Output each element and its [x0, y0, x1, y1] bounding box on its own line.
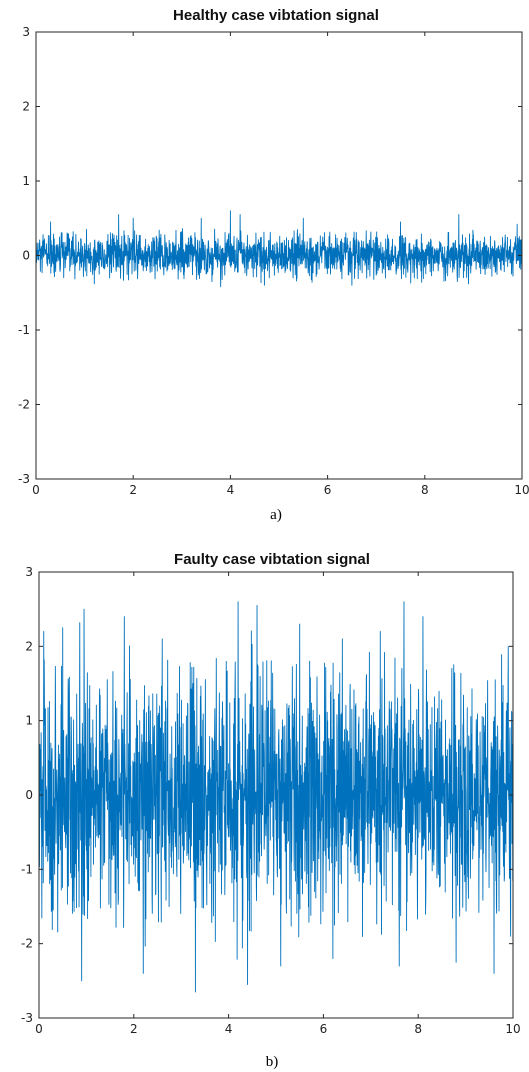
x-tick-label: 2 [129, 483, 137, 497]
y-tick-label: 3 [25, 565, 33, 579]
y-tick-label: -3 [21, 1011, 33, 1025]
chart-healthy: Healthy case vibtation signal 0 2 4 6 8 10321… [18, 7, 529, 523]
chart-title: Healthy case vibtation signal [173, 7, 379, 24]
y-tick-label: -3 [18, 472, 30, 486]
x-tick-label: 6 [320, 1022, 328, 1036]
y-tick-label: -2 [18, 398, 30, 412]
chart-title: Faulty case vibtation signal [174, 551, 370, 568]
y-tick-label: -2 [21, 937, 33, 951]
x-tick-label: 10 [514, 483, 529, 497]
x-tick-label: 4 [227, 483, 235, 497]
y-tick-label: 0 [25, 788, 33, 802]
x-tick-label: 2 [130, 1022, 138, 1036]
x-tick-label: 8 [414, 1022, 422, 1036]
y-tick-label: 0 [22, 249, 30, 263]
x-tick-label: 8 [421, 483, 429, 497]
x-tick-label: 6 [324, 483, 332, 497]
x-tick-label: 0 [32, 483, 40, 497]
y-tick-label: 1 [22, 174, 30, 188]
signal-line [35, 210, 523, 288]
y-tick-label: 1 [25, 714, 33, 728]
signal-line [38, 601, 514, 993]
y-tick-label: 2 [22, 100, 30, 114]
x-tick-label: 4 [225, 1022, 233, 1036]
y-tick-label: 3 [22, 25, 30, 39]
y-tick-label: 2 [25, 639, 33, 653]
panel-caption: a) [270, 507, 282, 523]
x-tick-label: 0 [35, 1022, 43, 1036]
panel-caption: b) [266, 1054, 279, 1070]
y-tick-label: -1 [21, 862, 33, 876]
series-layer [38, 601, 514, 993]
x-tick-label: 10 [505, 1022, 520, 1036]
y-tick-label: -1 [18, 323, 30, 337]
chart-faulty: Faulty case vibtation signal 0 2 4 6 8 103210… [21, 551, 521, 1070]
series-layer [35, 210, 523, 288]
